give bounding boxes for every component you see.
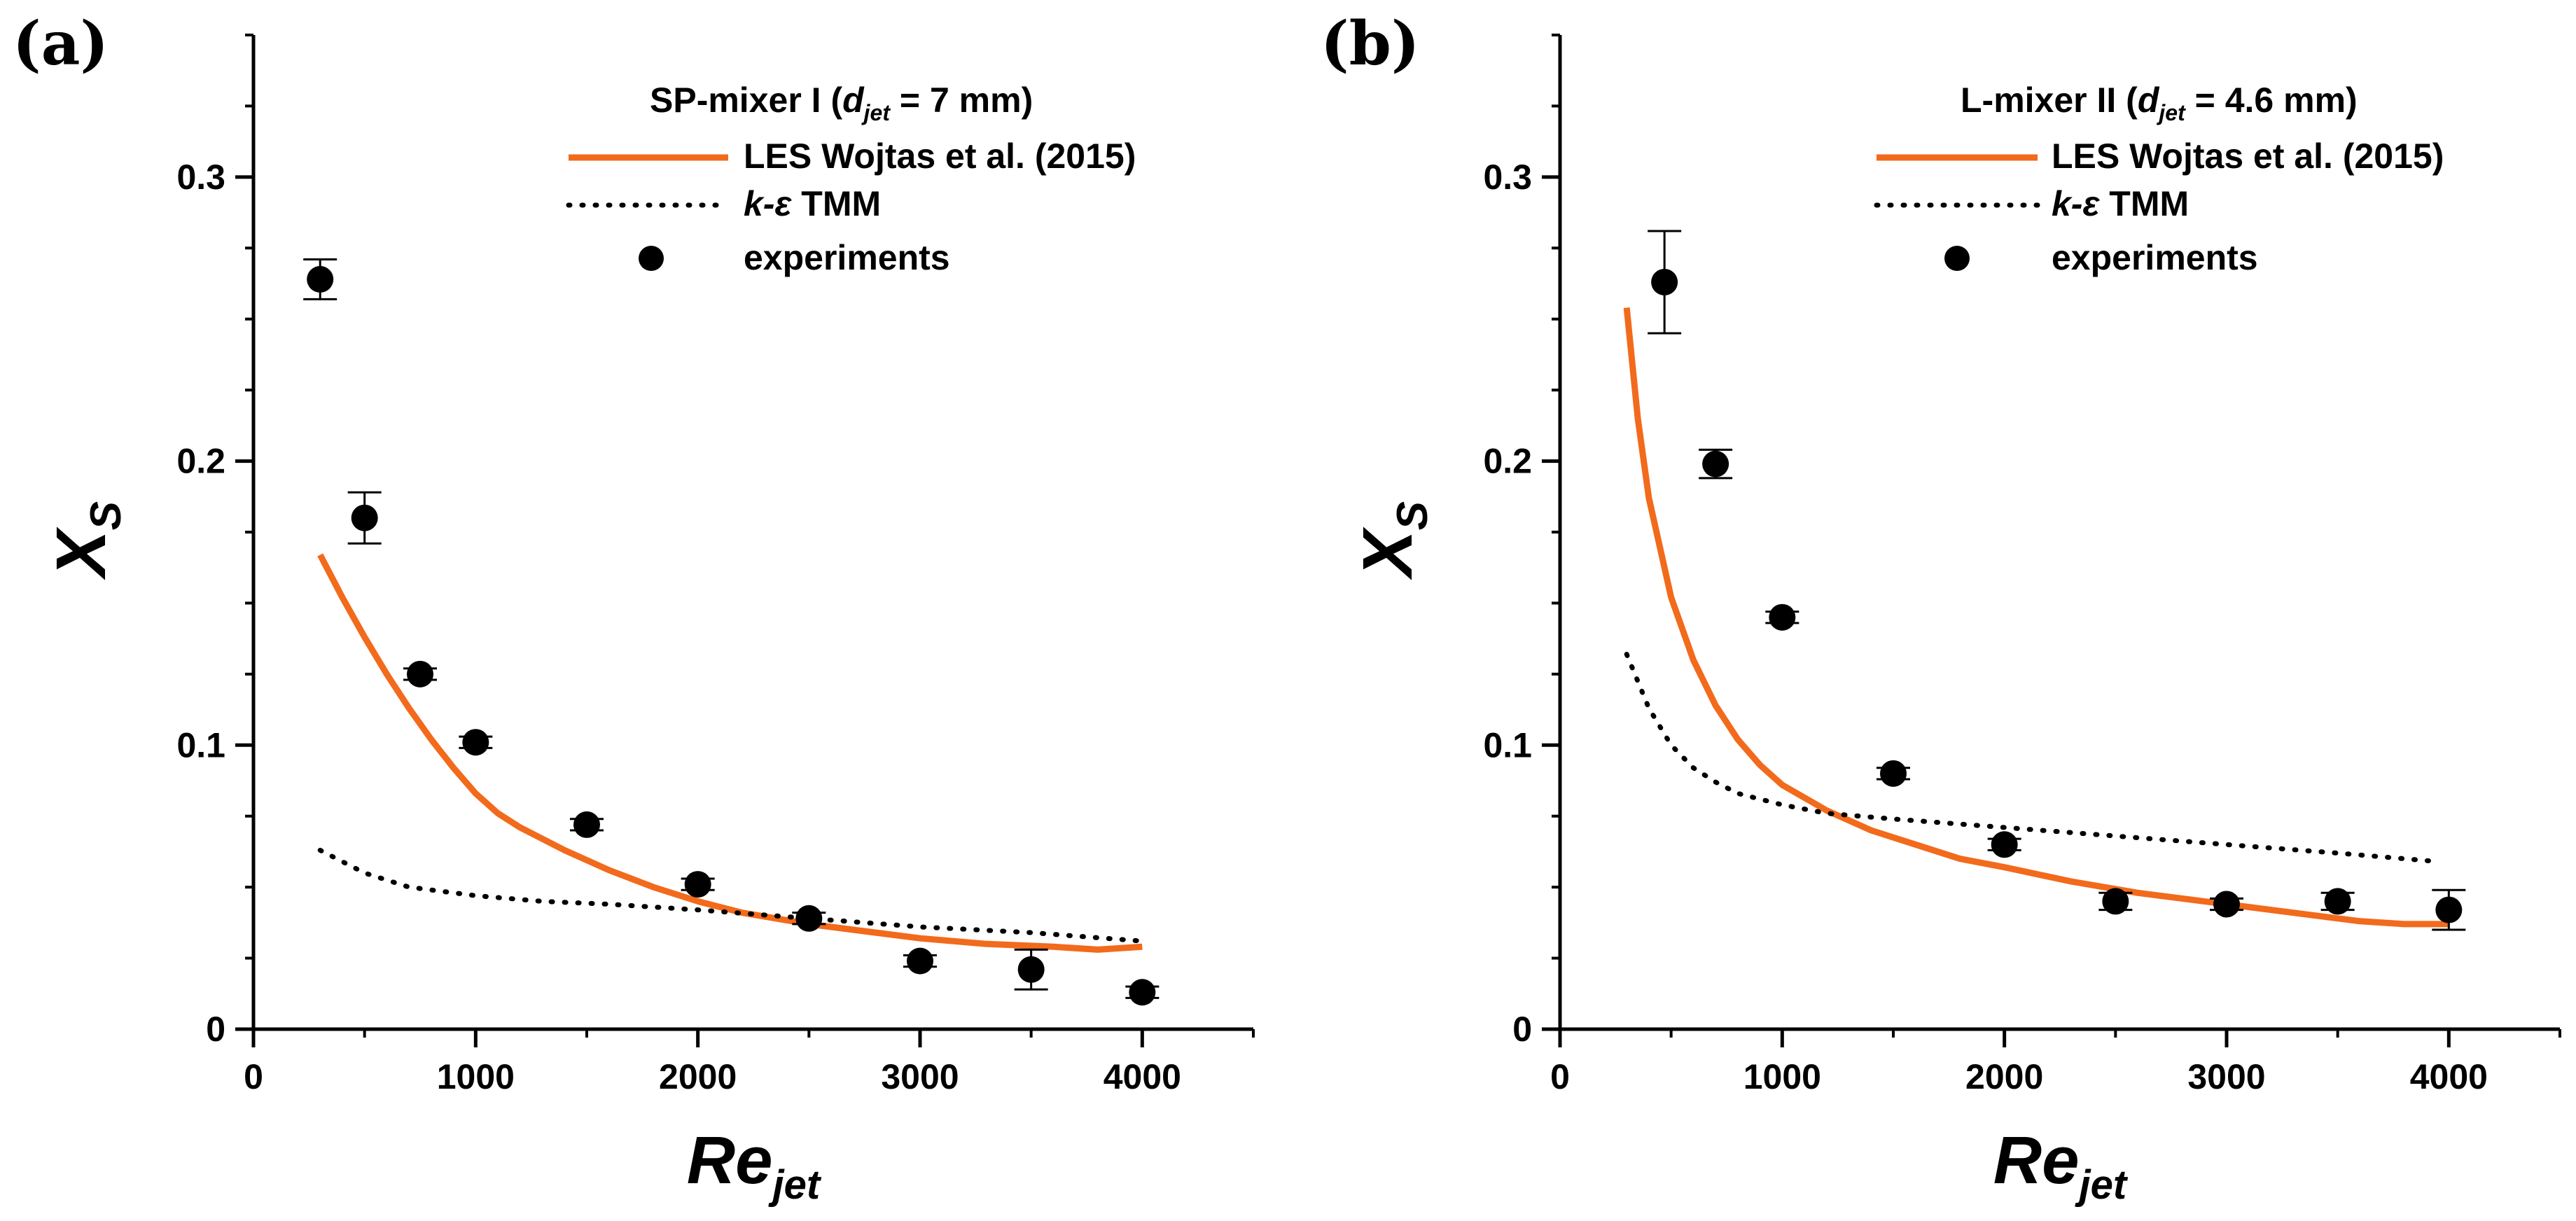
y-tick-label: 0.2 (176, 442, 225, 481)
experiment-marker (2324, 888, 2351, 915)
panel-b-chart: (b)00.10.20.30 1000 2000 3000 4000RejetXSL-m… (1321, 8, 2561, 1208)
x-tick-label: 2000 (659, 1057, 737, 1096)
legend-title: L-mixer II (djet = 4.6 mm) (1961, 81, 2358, 125)
panel-a-chart: (a)00.10.20.30 1000 2000 3000 4000RejetXSSP-… (13, 8, 1255, 1208)
experiment-point (2210, 891, 2243, 918)
y-tick-label: 0.1 (1483, 725, 1532, 765)
x-tick-label: 2000 (1965, 1057, 2043, 1096)
legend-title: SP-mixer I (djet = 7 mm) (650, 81, 1033, 125)
experiment-point (347, 491, 382, 545)
legend-experiments-label: experiments (2052, 238, 2258, 277)
experiment-marker (462, 729, 489, 756)
y-axis-title-main: X (42, 526, 120, 580)
experiment-point (1765, 603, 1799, 631)
experiment-point (570, 811, 604, 838)
legend-tmm-label: k-ε TMM (2052, 184, 2189, 223)
legend-title-sub: jet (861, 100, 891, 125)
y-axis-title: XS (1349, 501, 1437, 580)
x-tick-label: 3000 (881, 1057, 959, 1096)
y-axis-title-sub: S (1388, 501, 1437, 530)
experiment-point (1699, 448, 1733, 480)
experiment-marker (1991, 831, 2018, 858)
x-tick-label: 1000 (437, 1057, 515, 1096)
experiment-marker (1769, 603, 1796, 631)
experiment-marker (1129, 979, 1156, 1006)
experiment-marker (684, 871, 711, 898)
legend-tmm-suffix: TMM (2099, 184, 2189, 223)
experiment-point (2320, 888, 2355, 915)
experiment-point (303, 258, 337, 300)
x-tick-label: 1000 (1743, 1057, 1821, 1096)
y-axis-title-main: X (1349, 526, 1427, 580)
experiment-point (1125, 979, 1160, 1006)
x-tick-label: 0 (1550, 1057, 1570, 1096)
experiment-marker (1651, 268, 1678, 295)
legend-title-prefix: SP-mixer I ( (650, 81, 842, 120)
legend-title-prefix: L-mixer II ( (1961, 81, 2138, 120)
les-curve (317, 553, 1143, 953)
experiment-marker (573, 811, 600, 838)
legend-title-var: d (842, 81, 865, 120)
experiment-point (403, 660, 437, 688)
y-tick-label: 0 (1512, 1010, 1532, 1049)
legend-title-suffix: = 7 mm) (890, 81, 1033, 120)
les-curve (1623, 307, 2449, 928)
experiment-point (459, 729, 493, 756)
y-tick-label: 0.2 (1483, 442, 1532, 481)
experiment-point (1877, 760, 1910, 787)
x-axis-title: Rejet (1993, 1123, 2129, 1208)
y-axis-title-sub: S (82, 501, 130, 530)
legend-tmm-label: k-ε TMM (744, 184, 881, 223)
tmm-curve (1624, 652, 2440, 865)
y-tick-label: 0 (206, 1010, 225, 1049)
experiment-point (1648, 230, 1682, 335)
y-tick-label: 0.3 (1483, 158, 1532, 197)
x-axis-title-sub: jet (2075, 1162, 2129, 1208)
panel-label: (a) (13, 8, 109, 79)
legend-tmm-var: k-ε (2052, 184, 2100, 223)
experiment-marker (2435, 896, 2463, 923)
legend-tmm-suffix: TMM (791, 184, 881, 223)
x-tick-label: 0 (244, 1057, 263, 1096)
experiment-point (903, 947, 937, 975)
experiment-marker (795, 905, 823, 932)
x-axis-title-main: Re (687, 1123, 773, 1198)
panel-label: (b) (1321, 8, 1420, 79)
legend-title-suffix: = 4.6 mm) (2185, 81, 2358, 120)
x-axis-title: Rejet (687, 1123, 822, 1208)
legend-les-label: LES Wojtas et al. (2015) (2052, 137, 2444, 176)
legend-title-var: d (2138, 81, 2160, 120)
experiment-marker (307, 265, 334, 293)
y-axis-title: XS (42, 501, 130, 580)
experiment-marker (1702, 450, 1729, 477)
experiment-point (792, 905, 826, 932)
experiment-point (681, 871, 715, 898)
x-tick-label: 3000 (2187, 1057, 2265, 1096)
legend-tmm-var: k-ε (744, 184, 792, 223)
x-tick-label: 4000 (1103, 1057, 1181, 1096)
x-tick-label: 4000 (2410, 1057, 2488, 1096)
experiment-marker (407, 660, 433, 688)
experiment-point (2098, 888, 2133, 915)
x-axis-title-main: Re (1993, 1123, 2080, 1198)
x-axis-title-sub: jet (768, 1162, 822, 1208)
legend-experiments-marker (1944, 246, 1970, 271)
legend-title-sub: jet (2156, 100, 2186, 125)
tmm-curve (317, 847, 1145, 944)
experiment-point (1987, 831, 2021, 858)
y-tick-label: 0.1 (176, 725, 225, 765)
y-tick-label: 0.3 (176, 158, 225, 197)
experiment-point (2432, 888, 2466, 931)
experiment-marker (1880, 760, 1907, 787)
experiment-marker (907, 947, 933, 975)
legend-experiments-marker (639, 246, 664, 271)
legend-experiments-label: experiments (744, 238, 950, 277)
experiment-marker (2213, 891, 2240, 918)
experiment-marker (351, 504, 378, 531)
experiment-marker (1017, 956, 1045, 983)
experiment-point (1014, 948, 1048, 991)
legend-les-label: LES Wojtas et al. (2015) (744, 137, 1136, 176)
experiment-marker (2102, 888, 2129, 915)
